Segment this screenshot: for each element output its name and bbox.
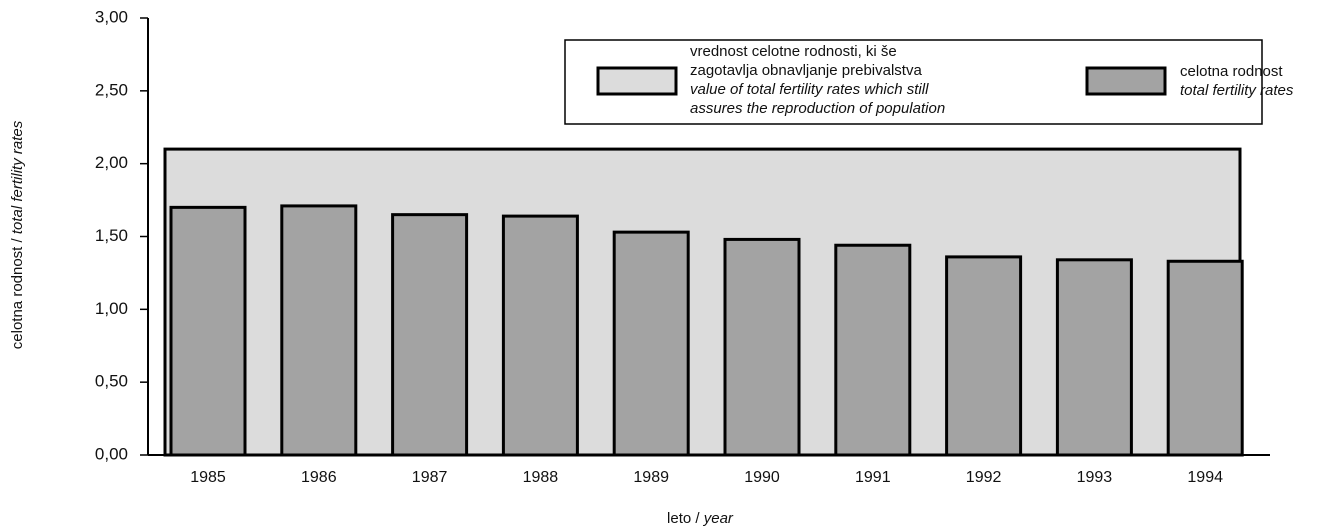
bar <box>169 205 247 457</box>
y-label-en: total fertility rates <box>9 120 26 234</box>
y-tick-label: 0,00 <box>95 444 128 463</box>
bar <box>280 204 358 457</box>
legend-swatch <box>1085 66 1167 96</box>
x-tick-label: 1987 <box>412 469 448 486</box>
bar <box>945 255 1023 457</box>
bar <box>834 243 912 457</box>
x-axis-label: leto / year <box>667 510 734 527</box>
bar <box>612 230 690 457</box>
y-tick-label: 2,00 <box>95 153 128 172</box>
x-tick-label: 1991 <box>855 469 891 486</box>
legend-label: celotna rodnost <box>1180 63 1283 80</box>
bar <box>501 214 579 457</box>
y-tick-label: 2,50 <box>95 80 128 99</box>
y-axis-label: celotna rodnost / total fertility rates <box>9 120 26 349</box>
y-label-sl: celotna rodnost / <box>9 237 26 349</box>
y-tick-label: 1,50 <box>95 226 128 245</box>
x-tick-label: 1990 <box>744 469 780 486</box>
y-tick-label: 0,50 <box>95 372 128 391</box>
bar <box>391 213 469 457</box>
y-tick-label: 1,00 <box>95 299 128 318</box>
bar <box>723 237 801 457</box>
legend-label: vrednost celotne rodnosti, ki še <box>690 43 897 60</box>
x-tick-label: 1992 <box>966 469 1002 486</box>
x-tick-label: 1988 <box>523 469 559 486</box>
x-tick-label: 1985 <box>190 469 226 486</box>
legend-swatch <box>596 66 678 96</box>
bar <box>1166 259 1244 457</box>
legend-label: total fertility rates <box>1180 82 1294 99</box>
y-tick-label: 3,00 <box>95 7 128 26</box>
x-label-en: year <box>703 510 734 527</box>
legend-label: assures the reproduction of population <box>690 100 945 117</box>
x-tick-label: 1989 <box>633 469 669 486</box>
legend-label: value of total fertility rates which sti… <box>690 81 929 98</box>
x-tick-label: 1994 <box>1187 469 1223 486</box>
x-tick-label: 1993 <box>1077 469 1113 486</box>
bar <box>1055 258 1133 457</box>
x-label-sl: leto / <box>667 510 700 527</box>
legend-label: zagotavlja obnavljanje prebivalstva <box>690 62 922 79</box>
x-tick-label: 1986 <box>301 469 337 486</box>
